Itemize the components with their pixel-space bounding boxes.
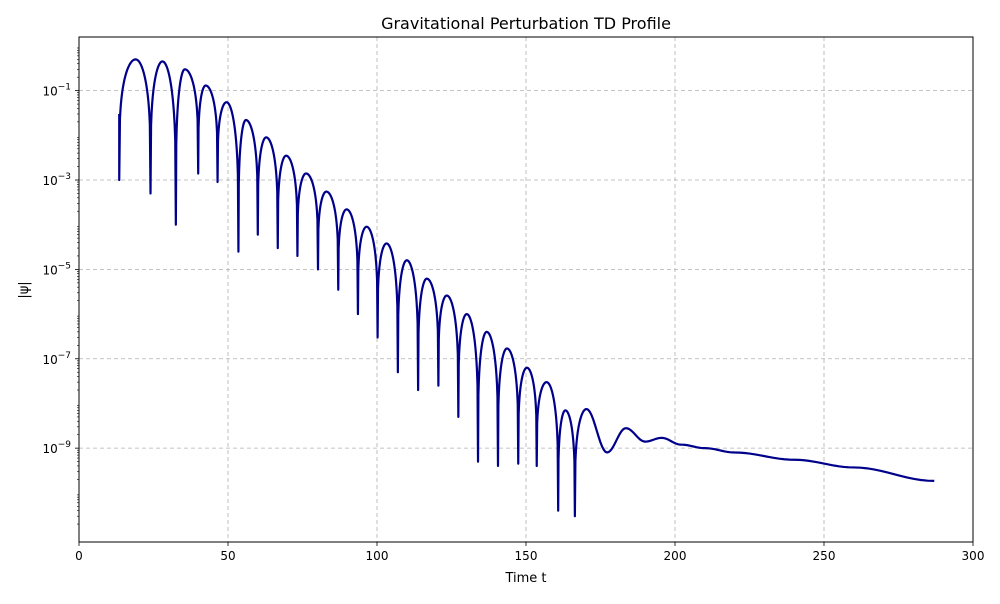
x-tick-label: 150: [515, 549, 538, 563]
y-tick-label: 10−3: [42, 172, 71, 188]
x-axis-label: Time t: [504, 571, 546, 586]
series-layer: [118, 58, 935, 518]
x-tick-label: 0: [75, 549, 83, 563]
x-tick-label: 50: [220, 549, 235, 563]
x-tick-label: 300: [962, 549, 985, 563]
y-tick-label: 10−7: [42, 351, 71, 367]
y-axis-label: |ψ|: [17, 281, 32, 298]
y-tick-label: 10−1: [42, 83, 71, 99]
y-tick-label: 10−5: [42, 261, 71, 277]
x-tick-label: 100: [366, 549, 389, 563]
chart-title: Gravitational Perturbation TD Profile: [381, 14, 671, 33]
x-tick-label: 200: [664, 549, 687, 563]
y-axis: 10−9 10−7 10−5 10−3 10−1: [42, 47, 79, 525]
series-line: [118, 58, 935, 518]
x-axis: 0 50 100 150 200 250 300: [75, 542, 984, 563]
x-tick-label: 250: [813, 549, 836, 563]
y-tick-label: 10−9: [42, 440, 71, 456]
